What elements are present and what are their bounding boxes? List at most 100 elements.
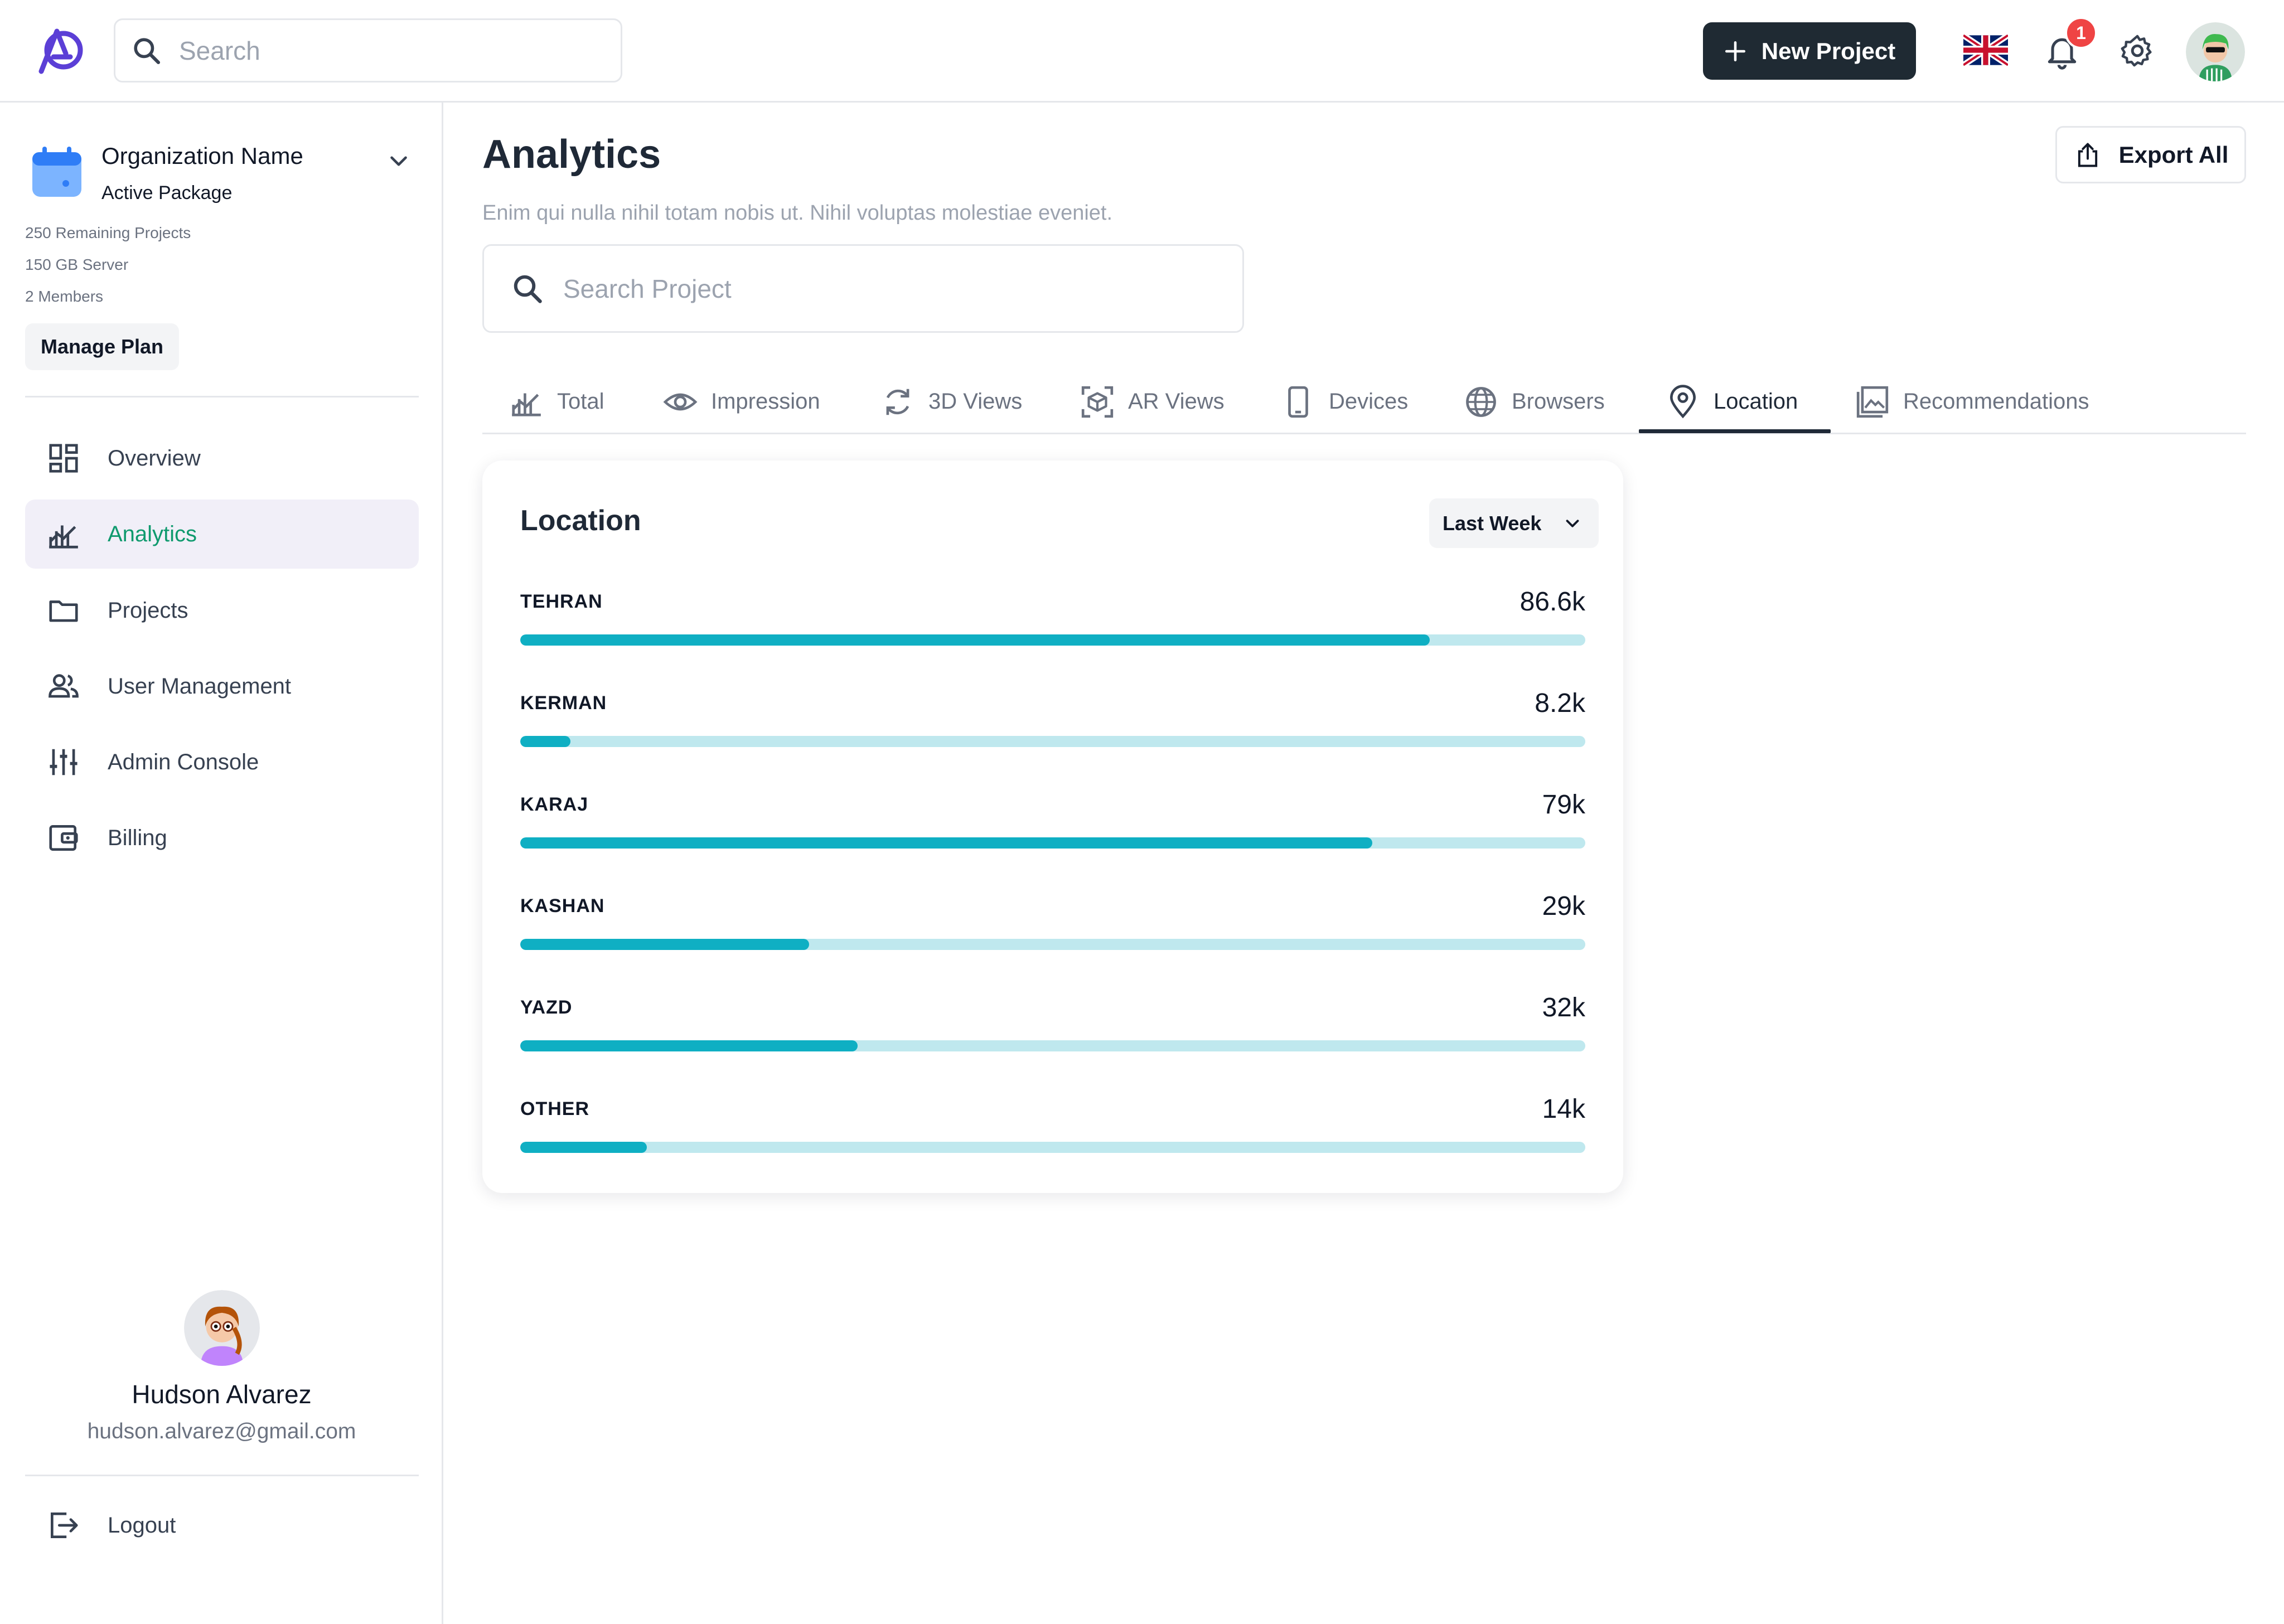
ar-cube-icon — [1081, 386, 1114, 418]
location-name: YAZD — [520, 997, 573, 1018]
search-icon — [514, 275, 542, 303]
period-dropdown[interactable]: Last Week — [1429, 498, 1599, 548]
global-search[interactable] — [114, 18, 622, 83]
globe-icon — [1466, 386, 1496, 417]
tab-label: Impression — [711, 389, 820, 414]
location-value: 32k — [1542, 993, 1585, 1022]
sidebar-item-analytics[interactable]: Analytics — [25, 500, 419, 569]
chevron-down-icon[interactable] — [385, 147, 413, 175]
period-label: Last Week — [1443, 511, 1542, 535]
app-logo[interactable] — [37, 25, 88, 76]
logout-label: Logout — [108, 1512, 176, 1538]
profile-avatar[interactable] — [2186, 22, 2245, 81]
location-value: 29k — [1542, 891, 1585, 921]
sidebar-item-label: Projects — [108, 598, 188, 623]
progress-fill — [520, 634, 1430, 646]
location-value: 14k — [1542, 1094, 1585, 1124]
sidebar-item-label: Admin Console — [108, 749, 259, 774]
dashboard-icon — [49, 444, 78, 473]
global-search-input[interactable] — [179, 35, 603, 66]
org-package: Active Package — [101, 182, 233, 203]
progress-fill — [520, 1040, 858, 1051]
sliders-icon — [50, 749, 78, 775]
tab-label: Recommendations — [1903, 389, 2089, 414]
tab-label: Location — [1714, 389, 1798, 414]
location-row-karaj: KARAJ 79k — [520, 790, 1585, 878]
tab-impression[interactable]: Impression — [663, 369, 820, 434]
tab-total[interactable]: Total — [509, 369, 604, 434]
progress-fill — [520, 939, 809, 950]
location-row-other: OTHER 14k — [520, 1094, 1585, 1182]
location-name: KASHAN — [520, 895, 605, 917]
progress-track — [520, 634, 1585, 646]
location-name: KARAJ — [520, 794, 589, 815]
user-email: hudson.alvarez@gmail.com — [87, 1419, 356, 1443]
share-icon — [2078, 143, 2097, 167]
sidebar-item-overview[interactable]: Overview — [25, 424, 419, 493]
analytics-tabs: Total Impression 3D Views AR Views Devic… — [482, 369, 2246, 434]
new-project-button[interactable]: New Project — [1703, 22, 1916, 80]
location-row-tehran: TEHRAN 86.6k — [520, 587, 1585, 675]
sidebar-item-user-management[interactable]: User Management — [25, 652, 419, 721]
sidebar-item-label: Analytics — [108, 521, 197, 546]
progress-fill — [520, 837, 1372, 849]
project-search[interactable] — [482, 244, 1244, 333]
sidebar-item-label: Billing — [108, 825, 167, 850]
sidebar: Organization Name Active Package 250 Rem… — [0, 103, 443, 1624]
tab-ar-views[interactable]: AR Views — [1080, 369, 1225, 434]
tab-label: Total — [557, 389, 604, 414]
calendar-icon — [32, 147, 81, 197]
search-icon — [134, 37, 161, 64]
analytics-icon — [49, 525, 78, 549]
location-row-yazd: YAZD 32k — [520, 993, 1585, 1080]
phone-icon — [1288, 386, 1308, 418]
location-row-kashan: KASHAN 29k — [520, 891, 1585, 979]
sidebar-item-projects[interactable]: Projects — [25, 576, 419, 645]
tab-browsers[interactable]: Browsers — [1464, 369, 1605, 434]
rotate-icon — [886, 389, 909, 415]
top-bar: New Project 1 — [0, 0, 2284, 103]
location-name: OTHER — [520, 1098, 589, 1119]
user-name: Hudson Alvarez — [132, 1380, 312, 1409]
folder-icon — [49, 600, 78, 622]
export-all-label: Export All — [2118, 141, 2229, 168]
logout-button[interactable]: Logout — [25, 1491, 419, 1560]
location-name: TEHRAN — [520, 591, 603, 612]
bell-icon[interactable] — [2043, 31, 2081, 71]
tab-label: 3D Views — [928, 389, 1023, 414]
uk-flag-icon[interactable] — [1963, 35, 2008, 66]
project-search-input[interactable] — [563, 273, 1204, 304]
card-title: Location — [520, 505, 641, 537]
tab-3d-views[interactable]: 3D Views — [880, 369, 1022, 434]
progress-track — [520, 736, 1585, 747]
progress-fill — [520, 1142, 647, 1153]
tab-location[interactable]: Location — [1666, 369, 1798, 434]
tab-label: AR Views — [1128, 389, 1225, 414]
new-project-label: New Project — [1761, 37, 1896, 64]
sidebar-item-billing[interactable]: Billing — [25, 803, 419, 872]
export-all-button[interactable]: Export All — [2055, 126, 2246, 183]
progress-track — [520, 939, 1585, 950]
tab-label: Browsers — [1512, 389, 1605, 414]
logout-icon — [51, 1512, 78, 1538]
tab-label: Devices — [1329, 389, 1409, 414]
progress-fill — [520, 736, 570, 747]
progress-track — [520, 1142, 1585, 1153]
gear-icon[interactable] — [2119, 32, 2156, 69]
progress-track — [520, 1040, 1585, 1051]
page-subtitle: Enim qui nulla nihil totam nobis ut. Nih… — [482, 201, 1113, 225]
sidebar-item-label: Overview — [108, 445, 201, 471]
tab-recommendations[interactable]: Recommendations — [1855, 369, 2089, 434]
location-value: 79k — [1542, 790, 1585, 820]
sidebar-item-admin-console[interactable]: Admin Console — [25, 728, 419, 797]
location-row-kerman: KERMAN 8.2k — [520, 689, 1585, 776]
org-name: Organization Name — [101, 143, 303, 169]
progress-track — [520, 837, 1585, 849]
location-name: KERMAN — [520, 692, 607, 714]
tab-devices[interactable]: Devices — [1281, 369, 1408, 434]
active-tab-indicator — [1639, 429, 1831, 433]
users-icon — [49, 674, 79, 698]
manage-plan-button[interactable]: Manage Plan — [25, 323, 179, 370]
members-count: 2 Members — [25, 288, 104, 305]
user-avatar[interactable] — [184, 1290, 260, 1366]
